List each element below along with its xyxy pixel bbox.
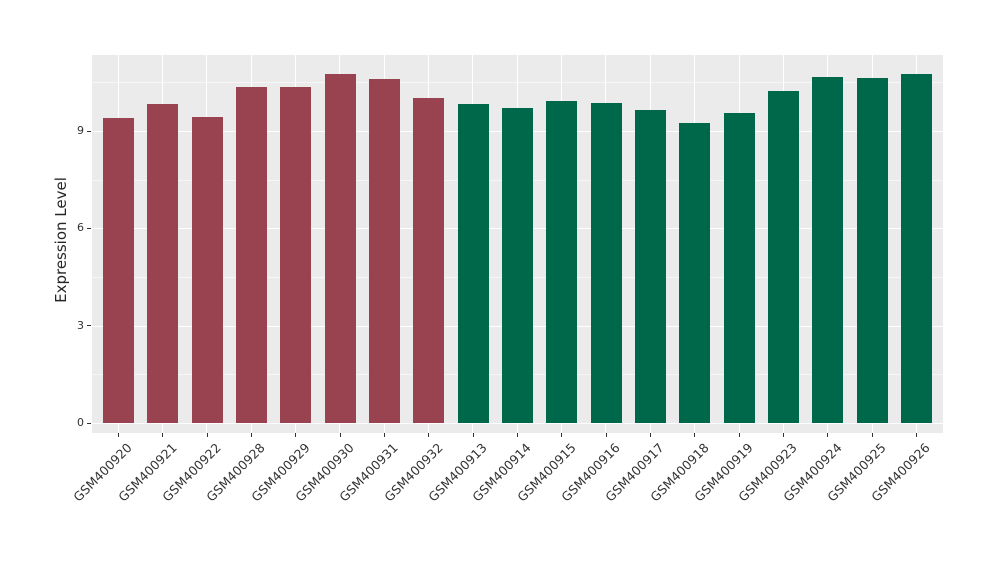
- bar-GSM400919: [723, 112, 755, 423]
- bar-GSM400913: [457, 103, 489, 423]
- bar-GSM400923: [768, 91, 800, 423]
- x-tick-mark: [162, 433, 164, 437]
- x-tick-mark: [827, 433, 829, 437]
- plot-area: [92, 55, 943, 433]
- x-tick-mark: [117, 433, 119, 437]
- y-tick-mark: [87, 130, 91, 132]
- x-tick-mark: [650, 433, 651, 437]
- y-tick-label: 3: [77, 318, 84, 332]
- bar-GSM400914: [501, 107, 533, 423]
- x-tick-mark: [871, 433, 873, 437]
- bar-GSM400926: [901, 73, 933, 423]
- x-tick-mark: [339, 433, 341, 437]
- y-tick-mark: [87, 422, 91, 424]
- bar-GSM400928: [235, 86, 267, 423]
- x-tick-mark: [783, 433, 785, 437]
- x-tick-mark: [383, 433, 385, 437]
- bar-GSM400916: [590, 102, 622, 423]
- y-tick-mark: [87, 325, 91, 327]
- x-tick-mark: [605, 433, 607, 437]
- y-axis-title: Expression Level: [52, 177, 70, 303]
- bar-GSM400924: [812, 76, 844, 423]
- y-tick-mark: [87, 227, 91, 229]
- x-tick-mark: [250, 433, 252, 437]
- y-tick-label: 9: [77, 124, 84, 138]
- bar-GSM400921: [147, 104, 179, 423]
- bar-GSM400915: [546, 101, 578, 423]
- bar-GSM400917: [635, 109, 666, 423]
- x-tick-mark: [561, 433, 563, 437]
- bar-GSM400930: [324, 73, 356, 423]
- bar-GSM400929: [280, 87, 312, 423]
- bar-GSM400932: [413, 98, 445, 423]
- bar-GSM400920: [102, 118, 134, 423]
- y-tick-label: 6: [77, 221, 84, 235]
- y-tick-label: 0: [77, 416, 84, 429]
- x-tick-mark: [738, 433, 740, 437]
- bar-GSM400925: [856, 78, 888, 423]
- bar-GSM400931: [368, 79, 400, 423]
- x-tick-mark: [516, 433, 518, 437]
- x-tick-mark: [295, 433, 297, 437]
- bar-GSM400922: [191, 116, 223, 423]
- x-tick-mark: [472, 433, 474, 437]
- x-tick-mark: [206, 433, 208, 437]
- x-tick-mark: [428, 433, 430, 437]
- x-tick-mark: [916, 433, 918, 437]
- bar-GSM400918: [679, 123, 711, 423]
- x-tick-mark: [694, 433, 696, 437]
